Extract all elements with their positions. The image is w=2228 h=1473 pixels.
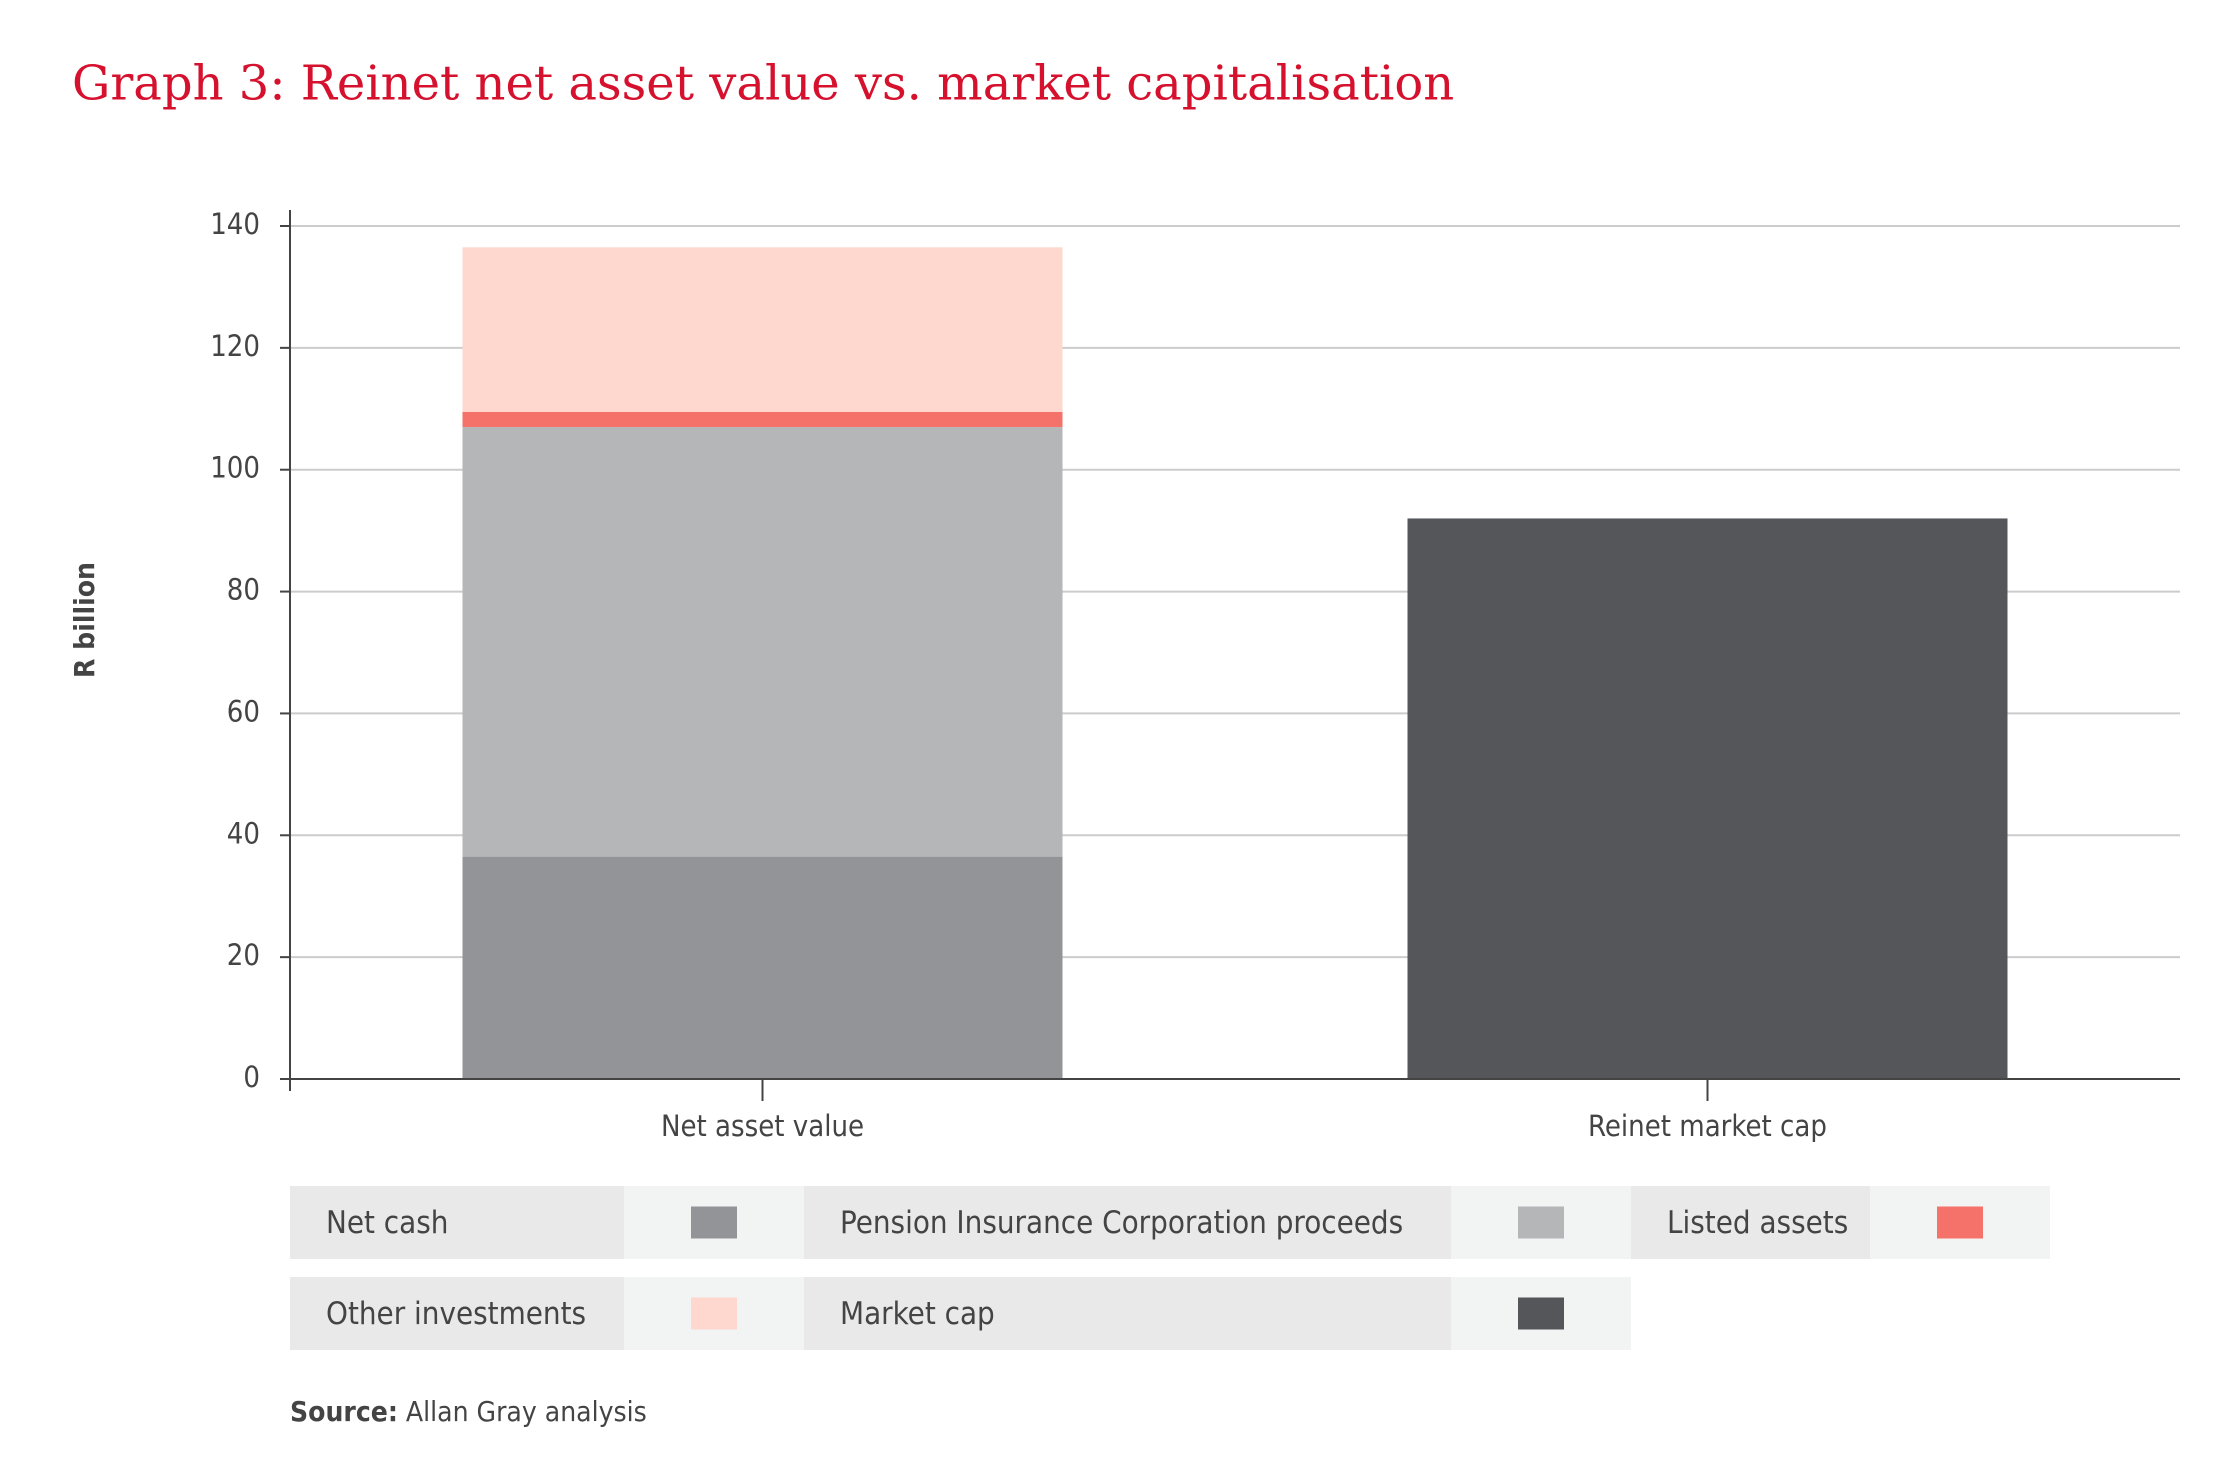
- x-tick-label: Net asset value: [661, 1109, 864, 1143]
- y-axis-label: R billion: [68, 562, 101, 678]
- y-tick-label: 0: [243, 1060, 260, 1094]
- bar-segment: [1407, 518, 2008, 1079]
- bar-segment: [462, 411, 1063, 428]
- source: Source: Allan Gray analysis: [290, 1395, 647, 1428]
- legend-label-bg: [804, 1186, 1451, 1259]
- legend-swatch: [1937, 1206, 1983, 1239]
- legend-swatch: [1518, 1206, 1564, 1239]
- source-text: Allan Gray analysis: [406, 1395, 647, 1428]
- legend-label: Market cap: [840, 1296, 995, 1332]
- legend-label-bg: [804, 1277, 1451, 1350]
- legend-label: Pension Insurance Corporation proceeds: [840, 1205, 1403, 1241]
- legend-label-bg: [1631, 1186, 1870, 1259]
- chart-title: Graph 3: Reinet net asset value vs. mark…: [72, 56, 1454, 112]
- y-tick-label: 140: [210, 207, 260, 241]
- legend-label: Other investments: [326, 1296, 586, 1332]
- bar-segment: [462, 856, 1063, 1079]
- y-tick-label: 100: [210, 451, 260, 485]
- bar-segment: [462, 427, 1063, 857]
- y-tick-label: 120: [210, 329, 260, 363]
- y-tick-label: 20: [227, 938, 260, 972]
- legend-swatch: [691, 1297, 737, 1330]
- legend-label: Listed assets: [1667, 1205, 1848, 1241]
- legend-swatch: [691, 1206, 737, 1239]
- legend-swatch: [1518, 1297, 1564, 1330]
- x-tick-label: Reinet market cap: [1588, 1109, 1827, 1143]
- legend-label: Net cash: [326, 1205, 448, 1241]
- legend-label-bg: [290, 1186, 624, 1259]
- bar-segment: [462, 247, 1063, 412]
- source-label: Source:: [290, 1395, 398, 1428]
- y-tick-label: 80: [227, 573, 260, 607]
- y-tick-label: 40: [227, 816, 260, 850]
- legend-label-bg: [290, 1277, 624, 1350]
- y-tick-label: 60: [227, 694, 260, 728]
